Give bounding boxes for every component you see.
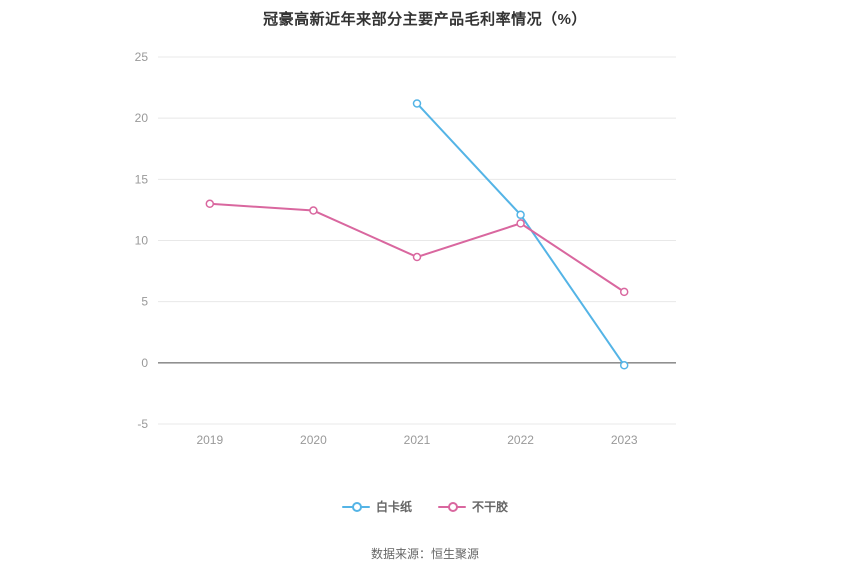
- x-axis-tick-label: 2020: [300, 433, 327, 447]
- data-point-marker: [309, 206, 318, 215]
- y-axis-tick-label: 5: [141, 295, 148, 309]
- y-axis-tick-label: 15: [135, 172, 149, 186]
- data-point-marker: [619, 361, 629, 370]
- y-axis-tick-label: 25: [135, 50, 149, 64]
- x-axis-tick-label: 2023: [611, 433, 638, 447]
- legend-label: 不干胶: [472, 500, 509, 514]
- y-axis-tick-label: -5: [137, 417, 148, 431]
- legend-line-marker-icon: [341, 501, 370, 512]
- y-axis-tick-label: 20: [135, 111, 149, 125]
- x-axis-tick-label: 2022: [507, 433, 534, 447]
- legend-label: 白卡纸: [375, 500, 412, 514]
- data-point-marker: [619, 287, 629, 297]
- y-axis-tick-label: 10: [135, 234, 149, 248]
- legend-line-marker-icon: [438, 501, 466, 512]
- x-axis-tick-label: 2019: [196, 433, 223, 447]
- series-line-1: [416, 102, 626, 367]
- chart-canvas: -5 0 5 10 15 20 25 2019 2020 2021 2022 2023: [135, 50, 676, 447]
- chart-title: 冠豪高新近年来部分主要产品毛利率情况（%）: [263, 11, 587, 28]
- data-point-marker: [412, 99, 422, 108]
- series-line-2: [208, 202, 626, 293]
- data-point-marker: [205, 199, 215, 209]
- y-axis-tick-label: 0: [141, 356, 148, 370]
- data-source-caption: 数据来源：恒生聚源: [370, 547, 479, 561]
- legend-item-series-1[interactable]: 白卡纸: [341, 498, 412, 515]
- chart-legend: 白卡纸 不干胶: [0, 498, 850, 515]
- data-point-marker: [516, 210, 525, 220]
- x-axis-tick-label: 2021: [404, 433, 431, 447]
- data-point-marker: [516, 219, 525, 228]
- legend-item-series-2[interactable]: 不干胶: [438, 498, 508, 515]
- data-point-marker: [412, 252, 422, 262]
